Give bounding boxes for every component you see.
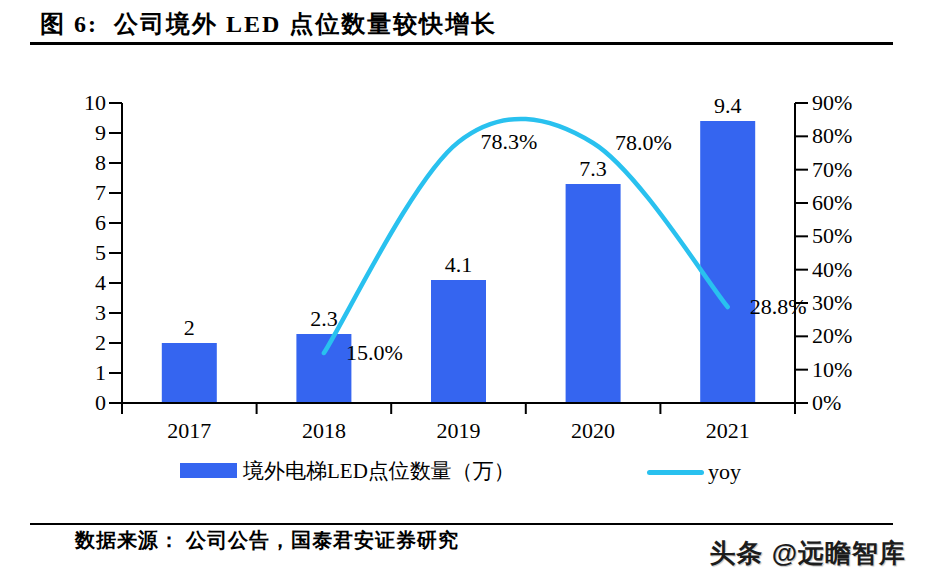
left-axis-tick-label: 1 bbox=[58, 360, 106, 386]
watermark: 头条 @远瞻智库 bbox=[709, 536, 906, 571]
bar-value-label: 7.3 bbox=[548, 156, 638, 182]
legend-bar-label: 境外电梯LED点位数量（万） bbox=[243, 458, 515, 485]
left-axis-tick-label: 10 bbox=[58, 90, 106, 116]
bar-value-label: 9.4 bbox=[683, 93, 773, 119]
data-source: 数据来源： 公司公告，国泰君安证券研究 bbox=[75, 527, 459, 554]
x-axis-label: 2017 bbox=[144, 418, 234, 444]
bar-2021 bbox=[700, 121, 755, 403]
footer-divider bbox=[30, 523, 893, 525]
legend-line-label: yoy bbox=[708, 458, 741, 485]
bar-value-label: 4.1 bbox=[414, 252, 504, 278]
right-axis-tick-label: 40% bbox=[812, 257, 882, 283]
x-axis-label: 2020 bbox=[548, 418, 638, 444]
yoy-value-label: 28.8% bbox=[750, 294, 845, 320]
left-axis-tick-label: 4 bbox=[58, 270, 106, 296]
x-axis-label: 2018 bbox=[279, 418, 369, 444]
yoy-value-label: 15.0% bbox=[346, 340, 441, 366]
right-axis-tick-label: 80% bbox=[812, 123, 882, 149]
left-axis-tick-label: 7 bbox=[58, 180, 106, 206]
left-axis-tick-label: 8 bbox=[58, 150, 106, 176]
right-axis-tick-label: 0% bbox=[812, 390, 882, 416]
right-axis-tick-label: 70% bbox=[812, 157, 882, 183]
x-axis-label: 2021 bbox=[683, 418, 773, 444]
bar-2018 bbox=[296, 334, 351, 403]
bar-2017 bbox=[162, 343, 217, 403]
x-axis-label: 2019 bbox=[414, 418, 504, 444]
right-axis-tick-label: 10% bbox=[812, 357, 882, 383]
left-axis-tick-label: 2 bbox=[58, 330, 106, 356]
report-figure-page: 图 6: 公司境外 LED 点位数量较快增长 0123456789100%10%… bbox=[0, 0, 926, 582]
chart-canvas bbox=[0, 0, 926, 582]
bar-2020 bbox=[566, 184, 621, 403]
left-axis-tick-label: 9 bbox=[58, 120, 106, 146]
left-axis-tick-label: 0 bbox=[58, 390, 106, 416]
right-axis-tick-label: 20% bbox=[812, 323, 882, 349]
bar-value-label: 2.3 bbox=[279, 306, 369, 332]
yoy-value-label: 78.0% bbox=[615, 130, 710, 156]
left-axis-tick-label: 3 bbox=[58, 300, 106, 326]
right-axis-tick-label: 60% bbox=[812, 190, 882, 216]
bar-value-label: 2 bbox=[144, 315, 234, 341]
left-axis-tick-label: 5 bbox=[58, 240, 106, 266]
right-axis-tick-label: 50% bbox=[812, 223, 882, 249]
left-axis-tick-label: 6 bbox=[58, 210, 106, 236]
right-axis-tick-label: 90% bbox=[812, 90, 882, 116]
legend-line-swatch bbox=[647, 470, 704, 475]
legend-bar-swatch bbox=[180, 463, 237, 478]
yoy-value-label: 78.3% bbox=[481, 129, 576, 155]
